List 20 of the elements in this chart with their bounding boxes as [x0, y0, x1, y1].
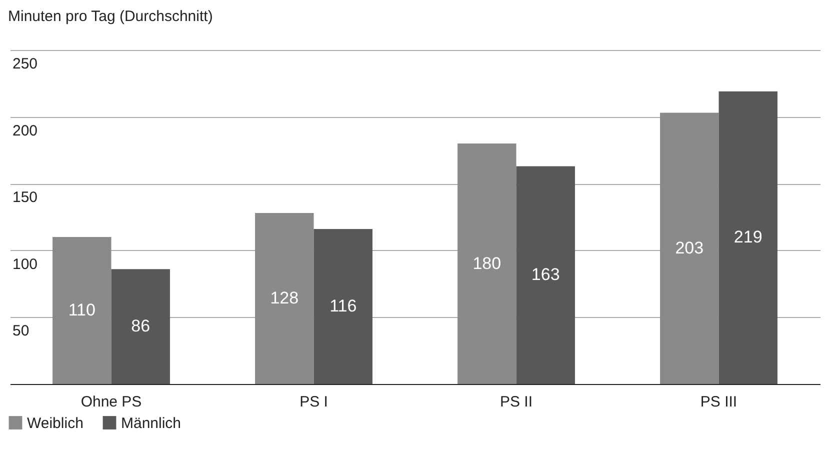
legend-label: Männlich	[121, 414, 182, 432]
x-tick-label: PS III	[700, 394, 738, 410]
legend-label: Weiblich	[27, 414, 84, 432]
y-tick-label: 250	[12, 56, 38, 72]
x-tick-label: PS I	[300, 394, 328, 410]
data-label: 110	[68, 300, 96, 320]
data-label: 180	[472, 254, 502, 273]
chart-title: Minuten pro Tag (Durchschnitt)	[8, 8, 213, 25]
x-tick-label: PS II	[500, 394, 533, 410]
data-label: 163	[531, 265, 560, 284]
data-label: 116	[330, 296, 357, 316]
y-tick-label: 100	[12, 256, 38, 273]
data-label: 128	[270, 288, 299, 308]
y-tick-label: 50	[12, 322, 30, 340]
data-label: 219	[734, 228, 762, 247]
data-label: 203	[675, 238, 704, 258]
data-label: 86	[131, 316, 150, 336]
y-tick-label: 200	[12, 122, 38, 140]
y-tick-label: 150	[12, 189, 38, 206]
x-tick-label: Ohne PS	[80, 394, 142, 410]
